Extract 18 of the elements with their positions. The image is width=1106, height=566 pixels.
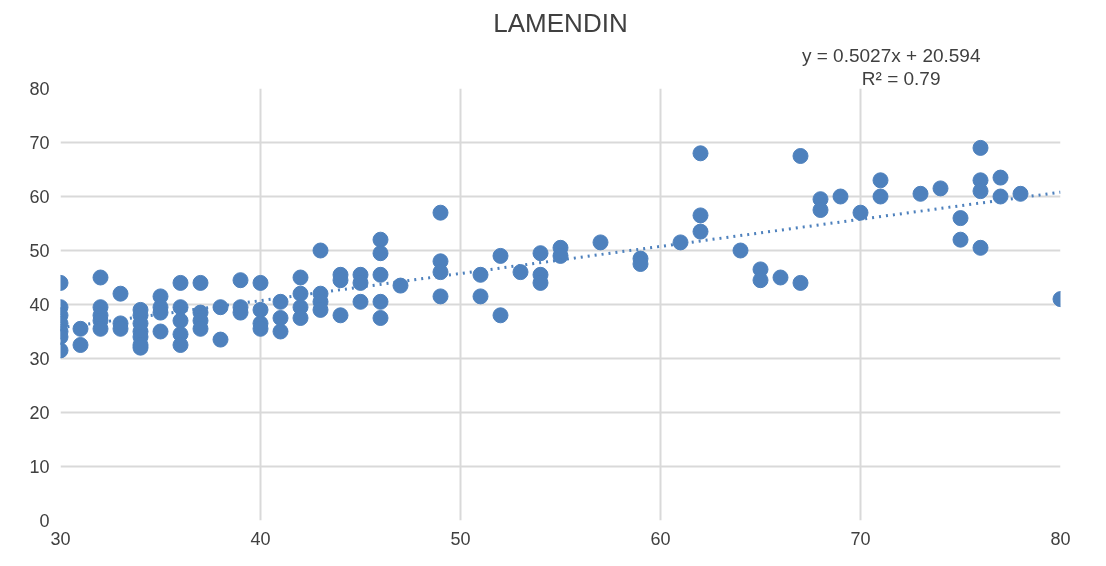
y-tick-label: 0 — [39, 511, 50, 531]
y-tick-label: 70 — [29, 133, 50, 153]
annotation: R² = 0.79 — [861, 67, 941, 89]
chart-title: LAMENDIN — [493, 7, 628, 38]
x-tick-label: 60 — [650, 528, 671, 549]
x-tick-label: 40 — [250, 528, 271, 549]
text: y = 0.5027x + 20.594 — [801, 44, 981, 66]
y-tick-label: 30 — [29, 349, 50, 369]
y-tick-label: 40 — [29, 295, 50, 315]
x-tick-label: 30 — [50, 528, 71, 549]
y-tick-label: 10 — [29, 457, 50, 477]
y-tick-label: 80 — [29, 79, 50, 99]
x-tick-label: 80 — [1050, 528, 1071, 549]
y-tick-label: 20 — [29, 403, 50, 423]
y-tick-label: 60 — [29, 187, 50, 207]
y-tick-label: 50 — [29, 241, 50, 261]
x-tick-label: 50 — [450, 528, 471, 549]
x-tick-label: 70 — [850, 528, 871, 549]
